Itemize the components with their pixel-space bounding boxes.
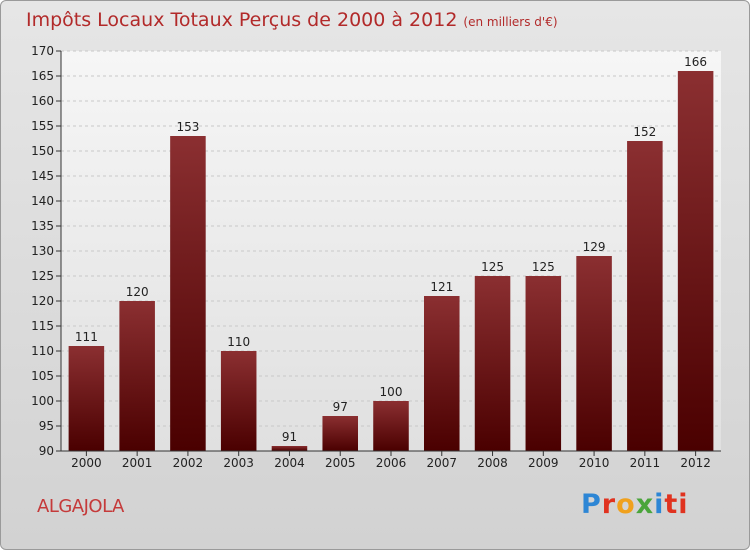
bar-value-label: 100 xyxy=(380,385,403,399)
x-tick-label: 2006 xyxy=(376,456,407,470)
bar-value-label: 125 xyxy=(532,260,555,274)
bar-value-label: 110 xyxy=(227,335,250,349)
x-tick-label: 2004 xyxy=(274,456,305,470)
bar-value-label: 152 xyxy=(633,125,656,139)
x-tick-label: 2000 xyxy=(71,456,102,470)
bar-2006 xyxy=(373,401,409,451)
bar-2008 xyxy=(474,276,511,451)
bar-2011 xyxy=(627,141,663,451)
chart-subtitle: (en milliers d'€) xyxy=(463,15,558,29)
place-name: ALGAJOLA xyxy=(37,496,124,517)
x-tick-label: 2011 xyxy=(630,456,661,470)
proxiti-logo: Proxiti xyxy=(581,489,689,520)
y-tick-label: 135 xyxy=(31,219,54,233)
bar-2009 xyxy=(525,276,562,451)
bar-value-label: 91 xyxy=(282,430,297,444)
bar-2007 xyxy=(424,296,460,451)
bar-2002 xyxy=(170,136,206,451)
x-tick-label: 2012 xyxy=(680,456,711,470)
bar-2001 xyxy=(119,301,155,451)
y-tick-label: 150 xyxy=(31,144,54,158)
chart-title-text: Impôts Locaux Totaux Perçus de 2000 à 20… xyxy=(26,9,458,31)
y-tick-label: 130 xyxy=(31,244,54,258)
y-tick-label: 115 xyxy=(31,319,54,333)
bars xyxy=(68,71,714,451)
logo-letter-6: ti xyxy=(664,489,689,520)
bar-value-label: 120 xyxy=(126,285,149,299)
x-tick-label: 2009 xyxy=(528,456,559,470)
y-tick-label: 155 xyxy=(31,119,54,133)
y-tick-label: 105 xyxy=(31,369,54,383)
logo-letter-4: x xyxy=(635,489,655,520)
bar-2004 xyxy=(271,446,308,451)
y-tick-label: 95 xyxy=(39,419,54,433)
bar-value-label: 121 xyxy=(430,280,453,294)
logo-letter-3: o xyxy=(616,489,636,520)
x-tick-label: 2001 xyxy=(122,456,153,470)
bar-2012 xyxy=(677,71,714,451)
y-tick-label: 110 xyxy=(31,344,54,358)
bar-value-label: 97 xyxy=(333,400,348,414)
y-tick-label: 145 xyxy=(31,169,54,183)
logo-letter-2: r xyxy=(601,489,617,520)
y-tick-label: 165 xyxy=(31,69,54,83)
x-tick-label: 2008 xyxy=(477,456,508,470)
x-tick-label: 2002 xyxy=(173,456,204,470)
x-tick-label: 2007 xyxy=(426,456,457,470)
y-tick-label: 140 xyxy=(31,194,54,208)
axes xyxy=(56,50,721,456)
y-tick-label: 170 xyxy=(31,44,54,58)
bar-value-label: 153 xyxy=(176,120,199,134)
x-tick-label: 2005 xyxy=(325,456,356,470)
bar-2000 xyxy=(68,346,105,451)
y-tick-label: 90 xyxy=(39,444,54,458)
y-tick-label: 160 xyxy=(31,94,54,108)
labels: 90 95 100 105 110 115 120 125 130 135 140 145 150 155… xyxy=(31,44,711,470)
bar-2005 xyxy=(322,416,358,451)
bar-2003 xyxy=(220,351,257,451)
bar-value-label: 125 xyxy=(481,260,504,274)
x-tick-label: 2010 xyxy=(579,456,610,470)
chart-title: Impôts Locaux Totaux Perçus de 2000 à 20… xyxy=(26,9,558,31)
bar-value-label: 166 xyxy=(684,55,707,69)
logo-letter-5: i xyxy=(654,489,665,520)
y-tick-label: 120 xyxy=(31,294,54,308)
bar-value-label: 111 xyxy=(75,330,98,344)
logo-letter-1: P xyxy=(581,489,602,520)
x-tick-label: 2003 xyxy=(223,456,254,470)
y-tick-label: 125 xyxy=(31,269,54,283)
y-tick-label: 100 xyxy=(31,394,54,408)
bar-value-label: 129 xyxy=(583,240,606,254)
bar-2010 xyxy=(576,256,612,451)
